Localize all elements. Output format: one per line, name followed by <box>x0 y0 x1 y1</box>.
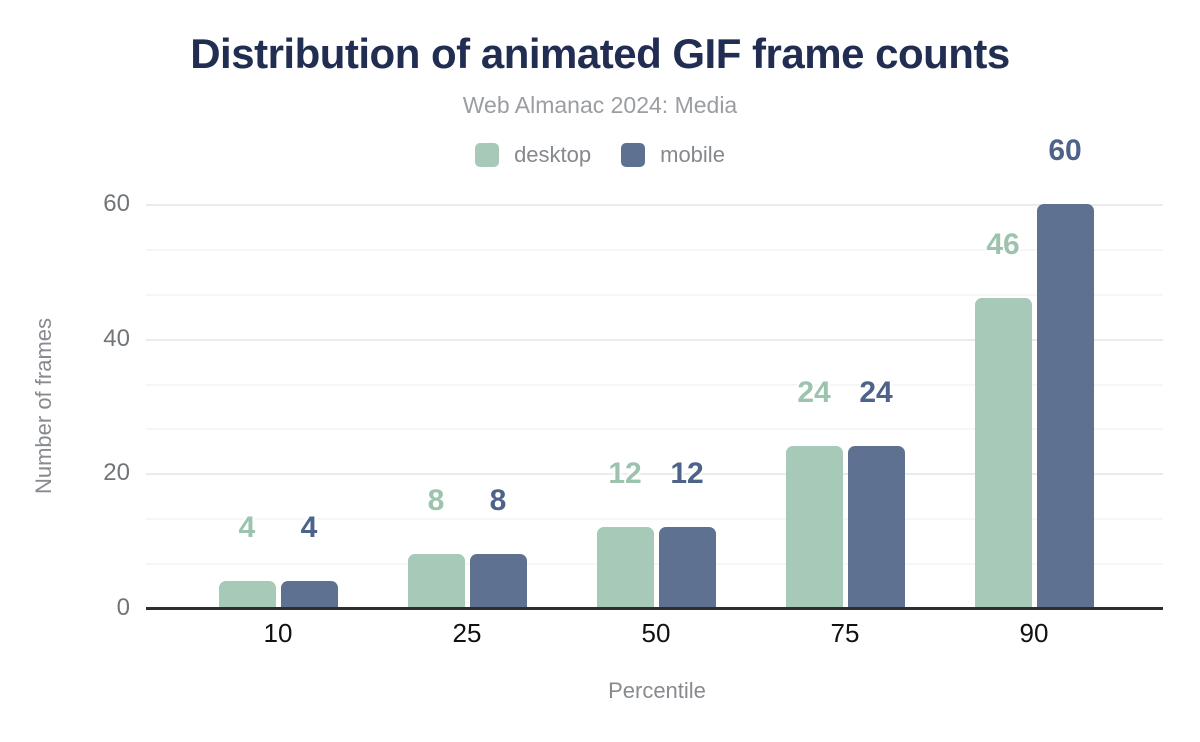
minor-gridline <box>146 428 1163 430</box>
y-tick-label: 0 <box>116 594 130 621</box>
minor-gridline <box>146 384 1163 386</box>
mobile-value-label-p75: 24 <box>859 376 893 409</box>
desktop-value-label-p25: 8 <box>427 484 445 517</box>
x-tick-label-50: 50 <box>641 618 671 648</box>
x-axis-line <box>146 607 1163 610</box>
legend-item-desktop: desktop <box>475 142 591 168</box>
desktop-value-label-p50: 12 <box>608 457 642 490</box>
desktop-bar-p10[interactable] <box>219 581 276 608</box>
desktop-value-label-p75: 24 <box>797 376 831 409</box>
chart-title: Distribution of animated GIF frame count… <box>190 30 1010 77</box>
minor-gridline <box>146 249 1163 251</box>
mobile-bar-p90[interactable] <box>1037 204 1094 608</box>
mobile-swatch-icon <box>621 143 646 167</box>
mobile-value-label-p90: 60 <box>1048 134 1082 167</box>
mobile-value-label-p10: 4 <box>300 511 318 544</box>
desktop-bar-p90[interactable] <box>975 298 1032 608</box>
legend-label-desktop: desktop <box>514 142 592 167</box>
y-tick-label: 60 <box>103 190 130 217</box>
x-tick-label-25: 25 <box>452 618 482 648</box>
desktop-bar-p50[interactable] <box>597 527 654 608</box>
legend-item-mobile: mobile <box>621 142 725 168</box>
minor-gridline <box>146 518 1163 520</box>
x-tick-label-75: 75 <box>830 618 860 648</box>
mobile-bar-p50[interactable] <box>659 527 716 608</box>
mobile-value-label-p25: 8 <box>489 484 507 517</box>
desktop-swatch-icon <box>475 143 500 167</box>
x-axis-title: Percentile <box>608 678 706 703</box>
mobile-bar-p10[interactable] <box>281 581 338 608</box>
minor-gridline <box>146 563 1163 565</box>
y-tick-label: 20 <box>103 459 130 486</box>
legend-label-mobile: mobile <box>660 142 725 167</box>
mobile-bar-p25[interactable] <box>470 554 527 608</box>
mobile-value-label-p50: 12 <box>670 457 704 490</box>
minor-gridline <box>146 294 1163 296</box>
major-gridline <box>146 339 1163 341</box>
mobile-bar-p75[interactable] <box>848 446 905 608</box>
legend: desktop mobile <box>0 142 1200 168</box>
desktop-bar-p25[interactable] <box>408 554 465 608</box>
y-tick-label: 40 <box>103 325 130 352</box>
major-gridline <box>146 204 1163 206</box>
x-tick-label-90: 90 <box>1019 618 1049 648</box>
desktop-bar-p75[interactable] <box>786 446 843 608</box>
chart-subtitle: Web Almanac 2024: Media <box>462 92 738 118</box>
desktop-value-label-p10: 4 <box>238 511 256 544</box>
major-gridline <box>146 473 1163 475</box>
x-tick-label-10: 10 <box>263 618 293 648</box>
desktop-value-label-p90: 46 <box>986 228 1020 261</box>
